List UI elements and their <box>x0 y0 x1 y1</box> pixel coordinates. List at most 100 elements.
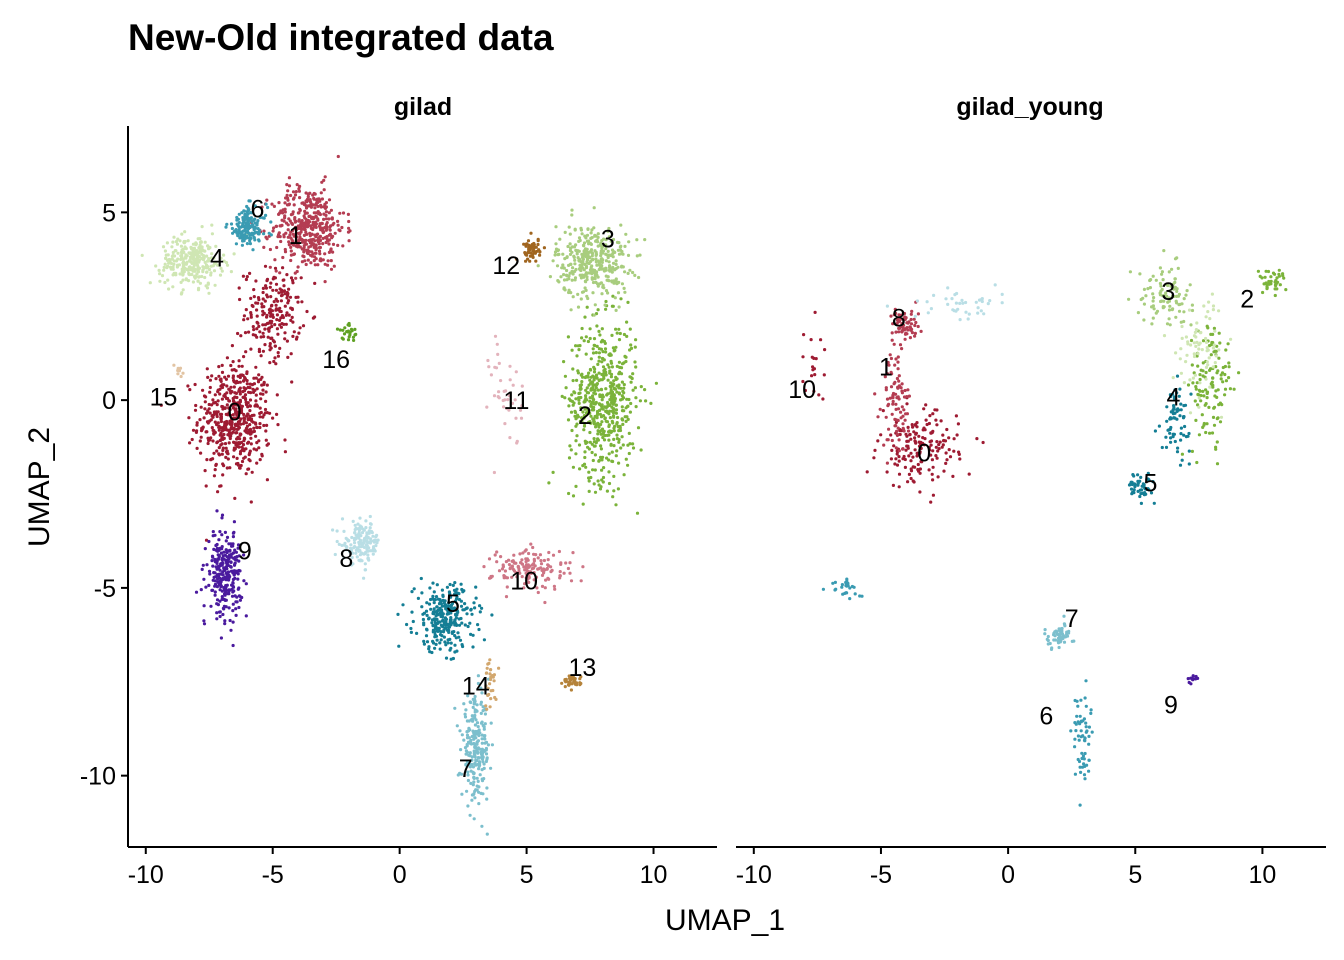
data-point <box>203 275 207 280</box>
data-point <box>460 733 464 737</box>
data-point <box>193 267 197 271</box>
data-point <box>318 252 322 256</box>
data-point <box>580 261 585 265</box>
data-point <box>213 262 217 266</box>
data-point <box>449 641 453 645</box>
data-point <box>918 490 922 494</box>
data-point <box>236 546 240 550</box>
data-point <box>615 331 619 335</box>
data-point <box>244 421 248 425</box>
data-point <box>287 184 292 188</box>
data-point <box>604 373 608 377</box>
data-point <box>1084 725 1088 729</box>
data-point <box>604 350 608 354</box>
data-point <box>212 451 216 455</box>
data-point <box>298 184 302 188</box>
data-point <box>161 245 166 249</box>
data-point <box>543 600 547 605</box>
data-point <box>236 234 240 238</box>
data-point <box>589 259 593 264</box>
data-point <box>472 742 477 746</box>
data-point <box>431 628 435 632</box>
data-point <box>1207 300 1211 304</box>
data-point <box>894 311 898 315</box>
data-point <box>193 274 197 278</box>
data-point <box>449 616 453 620</box>
data-point <box>576 305 581 309</box>
data-point <box>1189 338 1194 343</box>
data-point <box>220 589 224 593</box>
data-point <box>596 421 600 425</box>
data-point <box>1173 388 1177 392</box>
data-point <box>592 405 596 409</box>
data-point <box>228 466 232 470</box>
data-point <box>1159 284 1163 288</box>
data-point <box>909 437 913 441</box>
data-point <box>813 373 817 377</box>
data-point <box>1208 431 1212 435</box>
data-point <box>217 425 221 429</box>
data-point <box>357 542 361 546</box>
data-point <box>271 229 275 233</box>
data-point <box>1197 405 1201 409</box>
data-point <box>1172 432 1176 436</box>
data-point <box>222 557 226 561</box>
data-point <box>1139 488 1144 492</box>
data-point <box>571 379 575 383</box>
data-point <box>1083 777 1087 781</box>
data-point <box>1168 289 1172 293</box>
data-point <box>305 232 309 236</box>
data-point <box>309 226 313 230</box>
data-point <box>221 612 225 617</box>
data-point <box>451 583 455 588</box>
data-point <box>925 300 929 304</box>
data-point <box>1167 317 1171 321</box>
data-point <box>1217 331 1221 335</box>
data-point <box>365 546 369 551</box>
data-point <box>895 429 899 433</box>
data-point <box>176 368 180 373</box>
data-point <box>265 237 269 241</box>
data-point <box>440 604 444 608</box>
data-point <box>929 307 934 311</box>
cluster-5-points <box>1127 471 1156 505</box>
data-point <box>950 297 954 301</box>
data-point <box>803 388 808 393</box>
data-point <box>1082 773 1087 777</box>
data-point <box>247 199 251 203</box>
data-point <box>270 202 274 206</box>
data-point <box>434 623 438 627</box>
data-point <box>249 315 253 319</box>
data-point <box>1084 679 1088 683</box>
data-point <box>582 244 586 248</box>
data-point <box>1181 415 1186 419</box>
data-point <box>890 438 894 443</box>
data-point <box>1161 278 1165 282</box>
data-point <box>547 481 551 485</box>
data-point <box>588 327 592 331</box>
data-point <box>562 266 566 270</box>
data-point <box>922 426 926 430</box>
data-point <box>252 218 256 222</box>
data-point <box>228 553 232 557</box>
data-point <box>262 423 266 428</box>
data-point <box>892 382 896 386</box>
data-point <box>192 263 196 268</box>
data-point <box>454 636 458 640</box>
data-point <box>1171 282 1175 286</box>
data-point <box>1188 378 1192 382</box>
data-point <box>1191 376 1195 380</box>
data-point <box>204 395 208 399</box>
data-point <box>255 461 259 465</box>
data-point <box>529 542 533 546</box>
data-point <box>569 448 573 452</box>
data-point <box>180 252 184 256</box>
data-point <box>231 376 235 380</box>
data-point <box>435 583 439 587</box>
data-point <box>271 339 275 343</box>
data-point <box>476 756 480 760</box>
data-point <box>259 354 263 358</box>
data-point <box>434 595 439 599</box>
data-point <box>251 387 255 391</box>
data-point <box>207 402 211 407</box>
